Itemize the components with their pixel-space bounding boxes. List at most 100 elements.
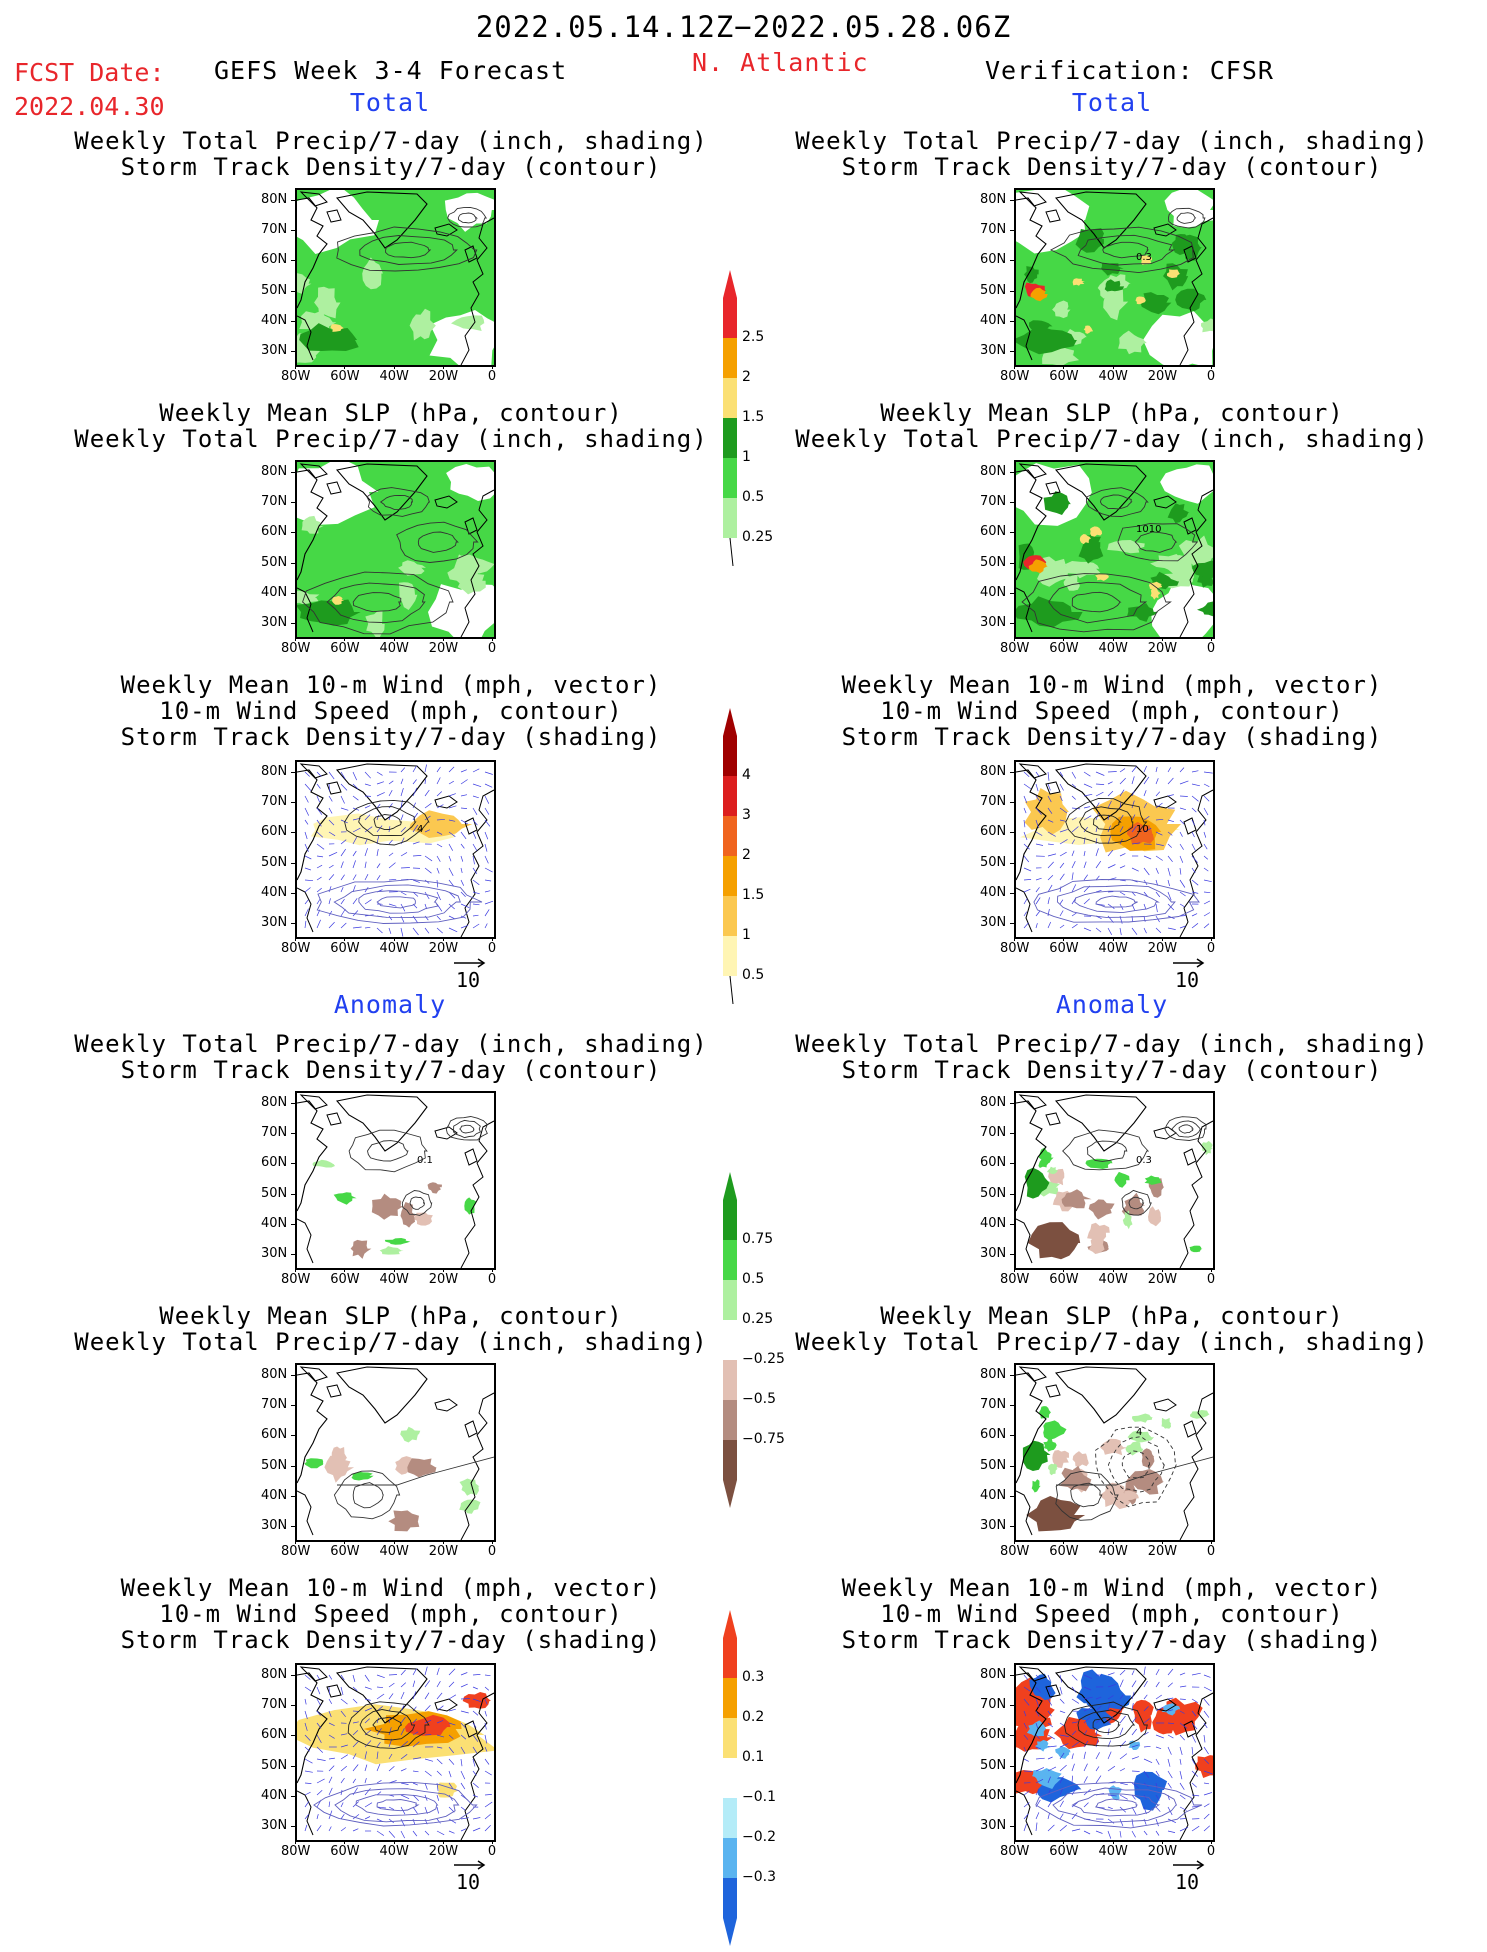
- lon-tick-label: 20W: [429, 1272, 457, 1287]
- colorbar-tick-label: −0.1: [742, 1789, 776, 1805]
- lon-tick-label: 20W: [1148, 369, 1176, 384]
- colorbar-tick-label: −0.5: [742, 1391, 776, 1407]
- map-plot-area: [295, 1663, 496, 1842]
- panel-title-l4: Weekly Total Precip/7-day (inch, shading…: [41, 1031, 741, 1083]
- map-plot-area: 4: [295, 760, 496, 939]
- lon-tick-label: 40W: [1099, 369, 1127, 384]
- lat-tick-label: 80N: [980, 192, 1006, 207]
- lat-tick-label: 80N: [261, 764, 287, 779]
- lon-tick-label: 0: [478, 1844, 506, 1859]
- colorbar-tick-label: 0.3: [742, 1669, 764, 1685]
- lat-tick-label: 30N: [980, 915, 1006, 930]
- lon-tick-label: 0: [1197, 1844, 1225, 1859]
- lat-tick-label: 50N: [261, 555, 287, 570]
- lat-tick-label: 30N: [261, 615, 287, 630]
- lat-tick-label: 80N: [980, 1667, 1006, 1682]
- panel-title-l5: Weekly Mean SLP (hPa, contour) Weekly To…: [41, 1303, 741, 1355]
- colorbar-tick-label: 0.5: [742, 1271, 764, 1287]
- map-plot-area: 10: [1014, 760, 1215, 939]
- lat-tick-label: 70N: [980, 222, 1006, 237]
- lat-tick-label: 60N: [980, 1155, 1006, 1170]
- section-total-left: Total: [290, 88, 490, 117]
- lat-tick-label: 80N: [261, 1095, 287, 1110]
- lat-tick-label: 70N: [980, 494, 1006, 509]
- colorbar-tick-label: 0.5: [742, 967, 764, 983]
- region-title: N. Atlantic: [692, 48, 869, 77]
- lat-tick-label: 40N: [261, 1216, 287, 1231]
- lon-tick-label: 80W: [281, 1544, 309, 1559]
- lon-tick-label: 40W: [380, 1272, 408, 1287]
- panel-title-l2: Weekly Mean SLP (hPa, contour) Weekly To…: [41, 400, 741, 452]
- lat-tick-label: 60N: [261, 1727, 287, 1742]
- lat-tick-label: 50N: [261, 1458, 287, 1473]
- colorbar-tick-label: 0.75: [742, 1231, 773, 1247]
- lon-tick-label: 40W: [380, 1844, 408, 1859]
- lon-tick-label: 60W: [1049, 1272, 1077, 1287]
- contour-label: 0.3: [1136, 1155, 1152, 1166]
- lon-tick-label: 80W: [1000, 1544, 1028, 1559]
- panel-title-r5: Weekly Mean SLP (hPa, contour) Weekly To…: [762, 1303, 1462, 1355]
- lon-tick-label: 20W: [429, 941, 457, 956]
- lat-tick-label: 70N: [980, 1697, 1006, 1712]
- lat-tick-label: 40N: [980, 585, 1006, 600]
- colorbar-graphic: [722, 1172, 752, 1510]
- lat-tick-label: 60N: [980, 824, 1006, 839]
- lon-tick-label: 0: [1197, 641, 1225, 656]
- lon-tick-label: 60W: [330, 1272, 358, 1287]
- lon-tick-label: 40W: [1099, 641, 1127, 656]
- lat-tick-label: 50N: [980, 855, 1006, 870]
- map-plot-area: 0.1: [295, 1091, 496, 1270]
- lon-tick-label: 20W: [1148, 641, 1176, 656]
- lat-tick-label: 60N: [980, 1427, 1006, 1442]
- lat-tick-label: 30N: [261, 1518, 287, 1533]
- lon-tick-label: 40W: [380, 369, 408, 384]
- lat-tick-label: 40N: [980, 313, 1006, 328]
- colorbar-tick-label: 0.25: [742, 1311, 773, 1327]
- lon-tick-label: 0: [478, 1544, 506, 1559]
- lon-tick-label: 40W: [1099, 1272, 1127, 1287]
- colorbar-tick-label: 0.25: [742, 529, 773, 545]
- fcst-date-value: 2022.04.30: [14, 92, 165, 121]
- colorbar-tick-label: 4: [742, 767, 751, 783]
- contour-label: 0.3: [1136, 252, 1152, 263]
- lat-tick-label: 60N: [980, 252, 1006, 267]
- lat-tick-label: 80N: [261, 192, 287, 207]
- lon-tick-label: 20W: [1148, 941, 1176, 956]
- colorbar-tick-label: 0.1: [742, 1749, 764, 1765]
- map-plot-area: 0.3: [1014, 1091, 1215, 1270]
- lat-tick-label: 80N: [980, 1367, 1006, 1382]
- lon-tick-label: 60W: [1049, 369, 1077, 384]
- contour-label: 4: [417, 824, 423, 835]
- lon-tick-label: 60W: [330, 369, 358, 384]
- lat-tick-label: 50N: [261, 855, 287, 870]
- lat-tick-label: 50N: [980, 555, 1006, 570]
- lon-tick-label: 60W: [330, 1844, 358, 1859]
- lon-tick-label: 20W: [429, 1844, 457, 1859]
- lon-tick-label: 60W: [330, 1544, 358, 1559]
- lon-tick-label: 60W: [330, 641, 358, 656]
- colorbar-graphic: [722, 1610, 752, 1948]
- colorbar-tick-label: −0.75: [742, 1431, 785, 1447]
- lat-tick-label: 60N: [261, 824, 287, 839]
- map-plot-area: 0.3: [1014, 188, 1215, 367]
- colorbar-tick-label: −0.3: [742, 1869, 776, 1885]
- lat-tick-label: 30N: [261, 915, 287, 930]
- lat-tick-label: 80N: [261, 464, 287, 479]
- lat-tick-label: 40N: [980, 1788, 1006, 1803]
- lat-tick-label: 30N: [980, 615, 1006, 630]
- lon-tick-label: 60W: [1049, 641, 1077, 656]
- panel-title-l1: Weekly Total Precip/7-day (inch, shading…: [41, 128, 741, 180]
- lat-tick-label: 40N: [261, 585, 287, 600]
- panel-title-r2: Weekly Mean SLP (hPa, contour) Weekly To…: [762, 400, 1462, 452]
- lat-tick-label: 50N: [980, 283, 1006, 298]
- lat-tick-label: 70N: [261, 1125, 287, 1140]
- lat-tick-label: 80N: [980, 464, 1006, 479]
- panel-title-r1: Weekly Total Precip/7-day (inch, shading…: [762, 128, 1462, 180]
- lat-tick-label: 50N: [261, 1758, 287, 1773]
- colorbar-tick-label: 0.2: [742, 1709, 764, 1725]
- lat-tick-label: 40N: [980, 1216, 1006, 1231]
- lon-tick-label: 40W: [380, 941, 408, 956]
- panel-title-l6: Weekly Mean 10-m Wind (mph, vector) 10-m…: [41, 1575, 741, 1653]
